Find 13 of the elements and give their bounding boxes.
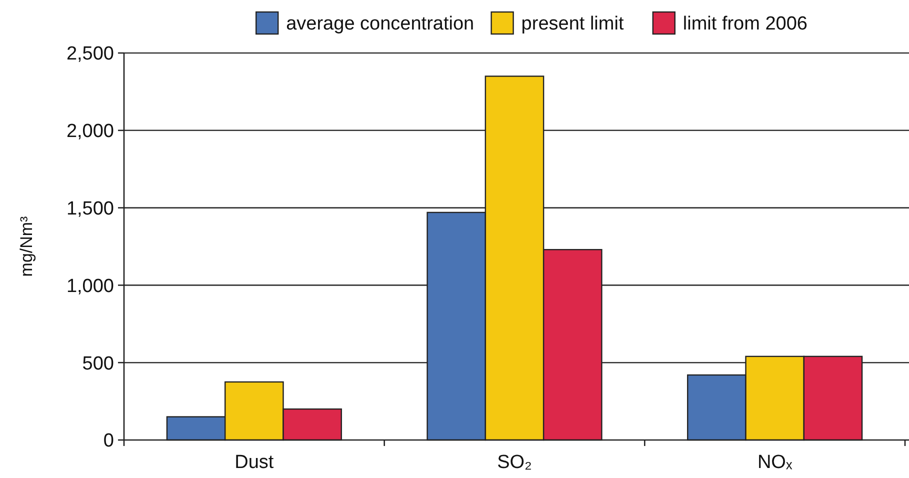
x-tick-label: NOₓ: [757, 452, 793, 473]
y-tick-label: 2,500: [66, 44, 114, 65]
y-tick-label: 1,500: [66, 198, 114, 220]
y-tick-label: 2,000: [66, 121, 114, 142]
legend-label: average concentration: [286, 14, 474, 35]
y-axis-title: mg/Nm³: [17, 216, 36, 277]
legend-label: limit from 2006: [682, 14, 808, 35]
x-tick-label: SO₂: [497, 452, 532, 473]
legend-label: present limit: [521, 14, 624, 35]
y-tick-label: 0: [103, 430, 114, 452]
y-tick-label: 500: [82, 353, 114, 374]
x-tick-label: Dust: [234, 452, 274, 473]
y-tick-label: 1,000: [66, 276, 114, 297]
